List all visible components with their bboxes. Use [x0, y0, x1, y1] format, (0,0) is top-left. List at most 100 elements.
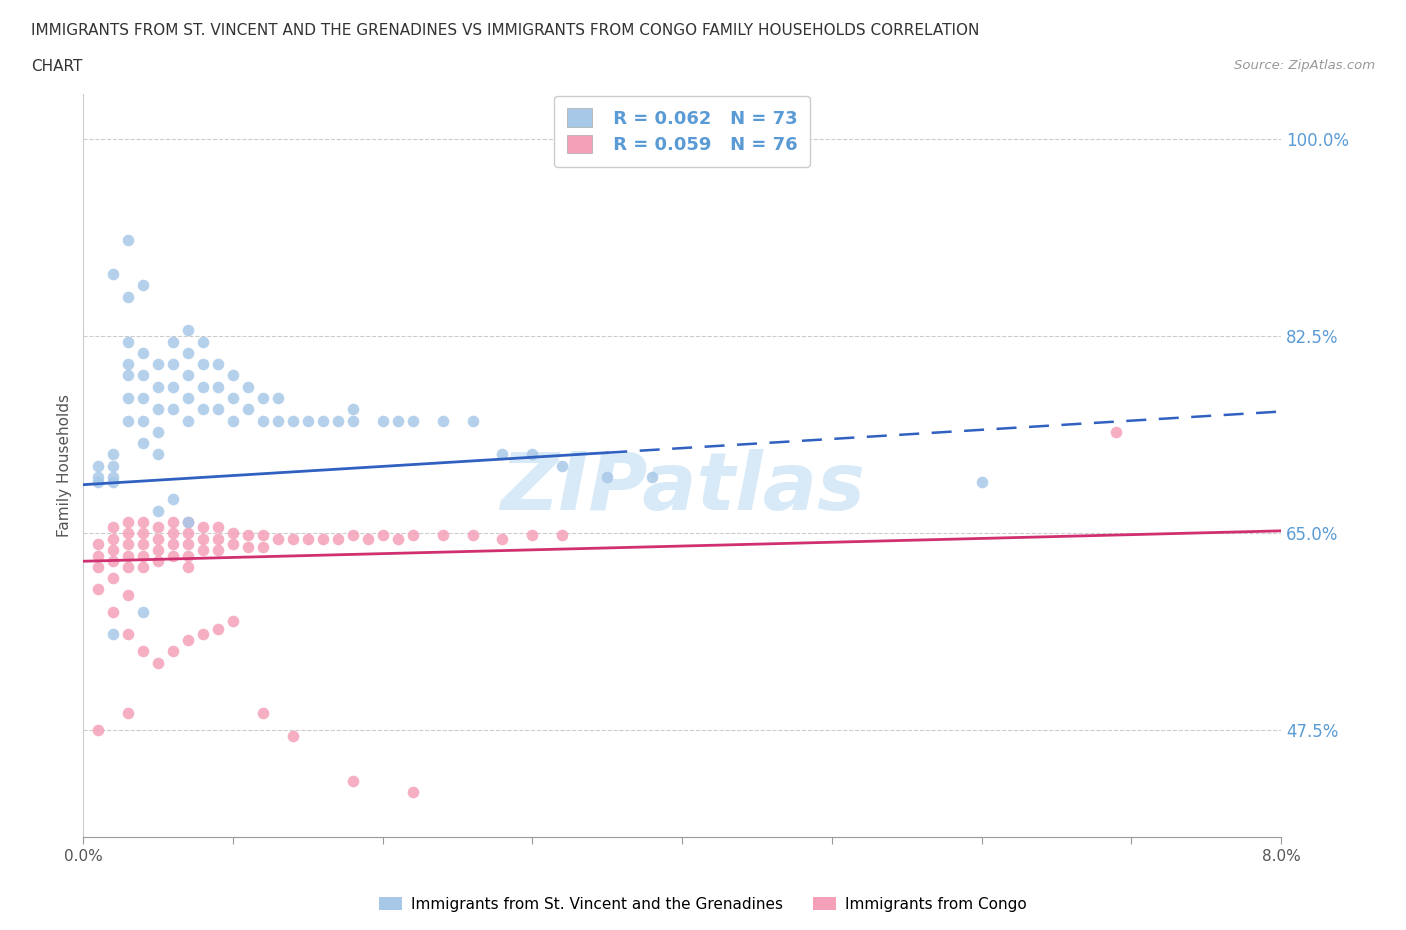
Point	[342, 774, 364, 789]
Y-axis label: Family Households: Family Households	[58, 394, 72, 537]
Point	[207, 531, 229, 546]
Point	[103, 553, 125, 568]
Point	[132, 548, 155, 563]
Text: Source: ZipAtlas.com: Source: ZipAtlas.com	[1234, 59, 1375, 72]
Point	[236, 528, 259, 543]
Point	[103, 520, 125, 535]
Point	[162, 548, 184, 563]
Point	[132, 604, 155, 619]
Point	[267, 413, 290, 428]
Point	[312, 531, 335, 546]
Point	[191, 357, 214, 372]
Point	[177, 368, 200, 383]
Point	[132, 278, 155, 293]
Point	[596, 470, 619, 485]
Point	[146, 424, 169, 439]
Point	[87, 723, 110, 737]
Point	[207, 520, 229, 535]
Legend:  R = 0.062   N = 73,  R = 0.059   N = 76: R = 0.062 N = 73, R = 0.059 N = 76	[554, 96, 810, 166]
Point	[103, 571, 125, 586]
Point	[222, 413, 245, 428]
Point	[281, 413, 304, 428]
Point	[87, 537, 110, 551]
Point	[191, 627, 214, 642]
Point	[103, 470, 125, 485]
Point	[132, 514, 155, 529]
Point	[87, 458, 110, 473]
Point	[222, 525, 245, 540]
Point	[162, 525, 184, 540]
Point	[162, 537, 184, 551]
Point	[132, 368, 155, 383]
Point	[522, 446, 544, 461]
Point	[162, 379, 184, 394]
Point	[236, 539, 259, 554]
Point	[103, 542, 125, 557]
Point	[177, 525, 200, 540]
Point	[191, 542, 214, 557]
Point	[522, 528, 544, 543]
Point	[177, 514, 200, 529]
Point	[162, 334, 184, 349]
Point	[146, 542, 169, 557]
Point	[117, 537, 139, 551]
Point	[117, 588, 139, 603]
Point	[207, 621, 229, 636]
Point	[117, 560, 139, 575]
Point	[132, 644, 155, 658]
Point	[117, 289, 139, 304]
Point	[207, 379, 229, 394]
Point	[222, 614, 245, 629]
Point	[177, 346, 200, 361]
Point	[146, 520, 169, 535]
Point	[162, 644, 184, 658]
Point	[132, 525, 155, 540]
Point	[103, 267, 125, 282]
Point	[87, 560, 110, 575]
Point	[357, 531, 380, 546]
Point	[222, 537, 245, 551]
Point	[297, 531, 319, 546]
Point	[281, 531, 304, 546]
Point	[326, 413, 349, 428]
Point	[222, 368, 245, 383]
Point	[312, 413, 335, 428]
Point	[252, 706, 274, 721]
Point	[222, 391, 245, 405]
Point	[132, 435, 155, 450]
Point	[236, 402, 259, 417]
Point	[207, 357, 229, 372]
Point	[401, 528, 423, 543]
Point	[87, 475, 110, 490]
Point	[117, 548, 139, 563]
Point	[117, 706, 139, 721]
Point	[551, 458, 574, 473]
Point	[146, 446, 169, 461]
Point	[177, 632, 200, 647]
Point	[371, 413, 394, 428]
Point	[103, 627, 125, 642]
Point	[551, 528, 574, 543]
Point	[191, 402, 214, 417]
Point	[117, 232, 139, 247]
Point	[177, 391, 200, 405]
Point	[103, 458, 125, 473]
Point	[252, 391, 274, 405]
Point	[970, 475, 993, 490]
Point	[132, 537, 155, 551]
Point	[117, 357, 139, 372]
Point	[387, 531, 409, 546]
Point	[297, 413, 319, 428]
Point	[132, 346, 155, 361]
Point	[461, 413, 484, 428]
Point	[117, 514, 139, 529]
Point	[177, 323, 200, 338]
Point	[117, 334, 139, 349]
Point	[191, 334, 214, 349]
Point	[87, 548, 110, 563]
Point	[146, 553, 169, 568]
Point	[267, 391, 290, 405]
Point	[191, 531, 214, 546]
Point	[252, 528, 274, 543]
Point	[177, 560, 200, 575]
